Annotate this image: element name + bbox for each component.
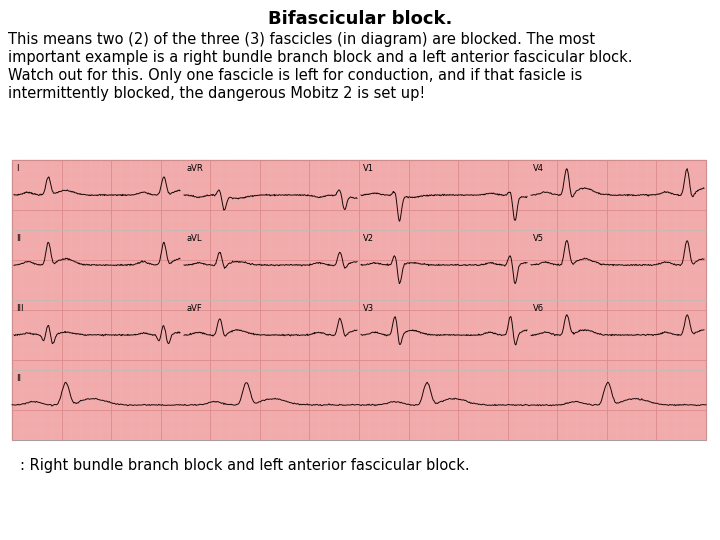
Text: : Right bundle branch block and left anterior fascicular block.: : Right bundle branch block and left ant…	[20, 458, 469, 473]
Text: aVR: aVR	[186, 164, 203, 173]
Text: aVF: aVF	[186, 304, 202, 313]
Text: III: III	[16, 304, 24, 313]
Text: V3: V3	[363, 304, 374, 313]
Text: aVL: aVL	[186, 234, 202, 243]
Text: important example is a right bundle branch block and a left anterior fascicular : important example is a right bundle bran…	[8, 50, 632, 65]
Text: II: II	[16, 374, 21, 383]
Text: Bifascicular block.: Bifascicular block.	[268, 10, 452, 28]
Text: V5: V5	[533, 234, 544, 243]
Text: II: II	[16, 234, 21, 243]
Text: V2: V2	[363, 234, 374, 243]
Text: V1: V1	[363, 164, 374, 173]
Bar	[12, 160, 706, 440]
Text: Watch out for this. Only one fascicle is left for conduction, and if that fasicl: Watch out for this. Only one fascicle is…	[8, 68, 582, 83]
Text: I: I	[16, 164, 19, 173]
Text: This means two (2) of the three (3) fascicles (in diagram) are blocked. The most: This means two (2) of the three (3) fasc…	[8, 32, 595, 47]
Text: V6: V6	[533, 304, 544, 313]
Text: intermittently blocked, the dangerous Mobitz 2 is set up!: intermittently blocked, the dangerous Mo…	[8, 86, 426, 101]
Text: V4: V4	[533, 164, 544, 173]
